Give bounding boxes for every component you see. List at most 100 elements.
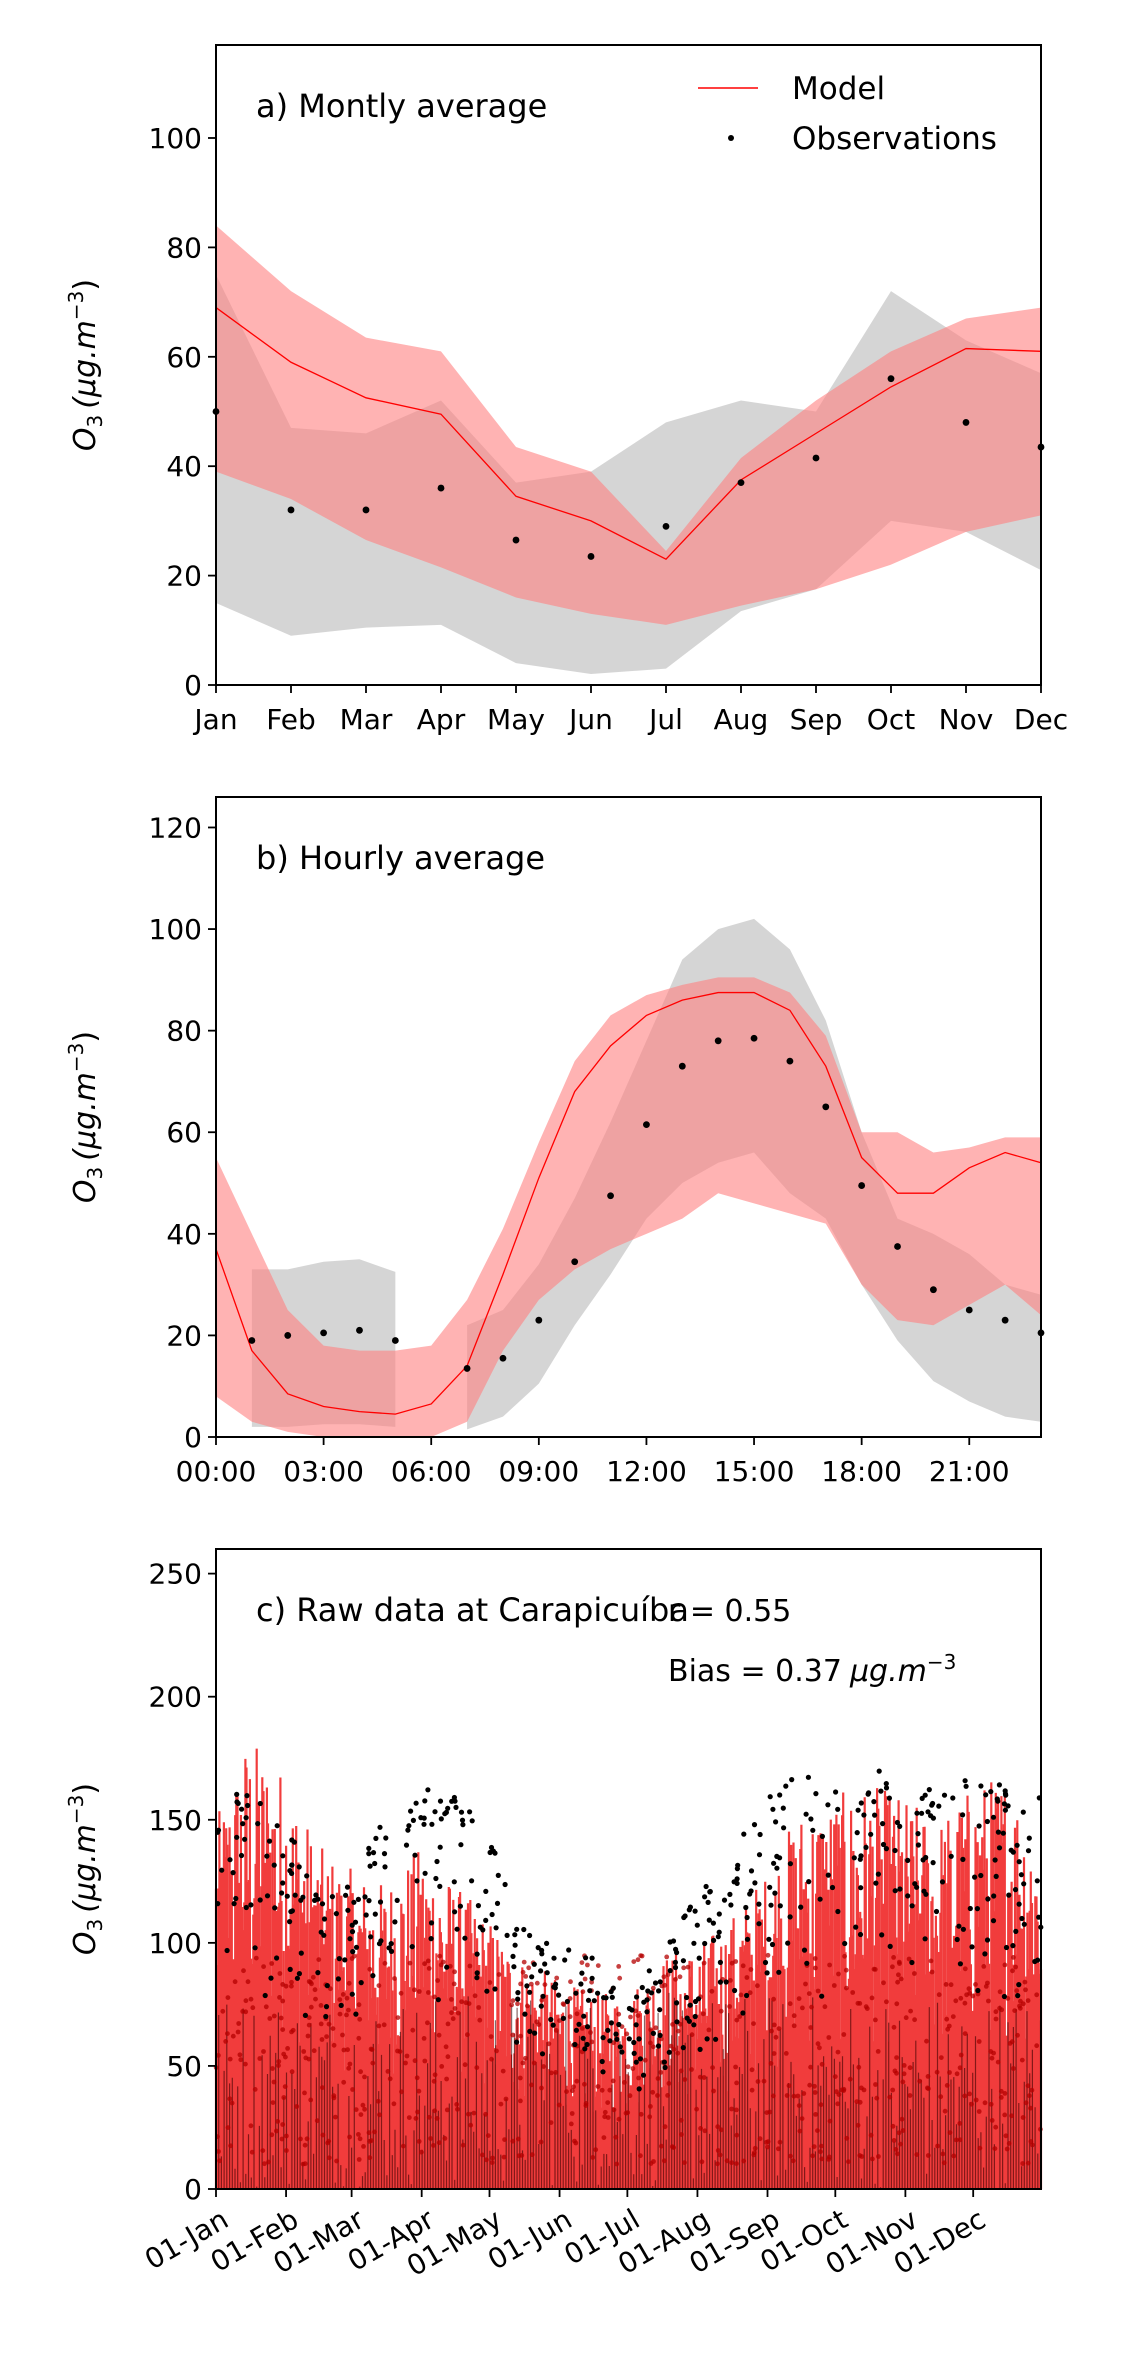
observation-point bbox=[808, 1816, 814, 1822]
observation-point bbox=[587, 1988, 593, 1994]
model-point bbox=[520, 2060, 526, 2066]
model-point bbox=[416, 2139, 422, 2144]
observation-point bbox=[231, 1901, 237, 1907]
model-point bbox=[249, 2149, 255, 2155]
observation-point bbox=[990, 1918, 997, 1924]
model-point bbox=[271, 2079, 277, 2085]
observation-point bbox=[703, 1883, 709, 1890]
observation-point bbox=[386, 1945, 392, 1951]
observation-point bbox=[825, 1802, 831, 1808]
observation-point bbox=[774, 1865, 780, 1871]
model-point bbox=[403, 2060, 408, 2066]
legend-observations-swatch bbox=[728, 135, 734, 141]
model-point bbox=[729, 2106, 734, 2112]
observation-point bbox=[539, 2051, 546, 2057]
observation-point bbox=[991, 1893, 997, 1899]
model-point bbox=[648, 2040, 653, 2046]
observation-point bbox=[905, 1893, 911, 1899]
model-point bbox=[655, 2076, 661, 2081]
observation-point bbox=[257, 1897, 263, 1903]
model-point bbox=[436, 2032, 442, 2038]
model-point bbox=[896, 1972, 901, 1978]
observation-point bbox=[280, 1880, 286, 1886]
observation-point bbox=[777, 1903, 783, 1909]
model-point bbox=[765, 1952, 771, 1958]
observation-point bbox=[732, 1987, 738, 1994]
model-point bbox=[438, 1962, 444, 1968]
observation-point bbox=[580, 2035, 586, 2041]
observation-point bbox=[634, 1994, 640, 2000]
observation-point bbox=[392, 1919, 398, 1925]
observation-point bbox=[766, 1936, 772, 1942]
panel-b-ytick-label: 80 bbox=[166, 1015, 202, 1048]
observation-point bbox=[922, 1936, 928, 1942]
model-point bbox=[997, 1989, 1003, 1995]
model-point bbox=[1003, 2133, 1009, 2139]
model-point bbox=[489, 2160, 495, 2166]
model-point bbox=[822, 2004, 828, 2010]
model-point bbox=[442, 2136, 448, 2141]
model-point bbox=[1002, 2091, 1008, 2096]
model-point bbox=[671, 2145, 676, 2151]
panel-c-axes-frame bbox=[215, 1548, 1042, 2190]
observation-point bbox=[853, 1924, 859, 1930]
observation-point bbox=[858, 1853, 864, 1859]
observation-point bbox=[527, 2028, 533, 2034]
model-point bbox=[450, 2016, 456, 2022]
observation-point bbox=[291, 1839, 297, 1845]
model-point bbox=[518, 1981, 523, 1987]
observation-point bbox=[1026, 1835, 1032, 1841]
observation-point bbox=[636, 2086, 642, 2092]
model-point bbox=[943, 1982, 949, 1987]
model-point bbox=[948, 1982, 954, 1988]
model-point bbox=[826, 2154, 832, 2160]
model-point bbox=[995, 2059, 1001, 2065]
observation-point bbox=[1016, 1901, 1022, 1907]
observation-point bbox=[741, 1831, 747, 1837]
model-point bbox=[951, 2153, 957, 2159]
observation-point bbox=[219, 1867, 225, 1873]
observation-point bbox=[879, 1932, 885, 1938]
model-point bbox=[400, 2143, 406, 2149]
observation-point bbox=[353, 2011, 359, 2017]
observation-point bbox=[548, 2016, 554, 2023]
observation-point bbox=[643, 1121, 650, 1129]
model-point bbox=[1029, 2087, 1035, 2093]
observation-point bbox=[268, 1975, 274, 1981]
model-point bbox=[755, 2079, 761, 2084]
model-point bbox=[895, 1979, 900, 1985]
panel-b-observation-points bbox=[248, 1034, 1045, 1372]
observation-point bbox=[871, 1799, 877, 1805]
observation-point bbox=[822, 1103, 830, 1111]
observation-point bbox=[939, 1879, 946, 1885]
model-point bbox=[744, 1975, 750, 1980]
model-point bbox=[796, 2103, 802, 2109]
observation-point bbox=[413, 1800, 419, 1806]
observation-point bbox=[319, 1901, 326, 1907]
observation-point bbox=[655, 2043, 662, 2049]
observation-point bbox=[280, 1853, 286, 1859]
model-point bbox=[786, 2083, 792, 2089]
observation-point bbox=[1016, 1982, 1022, 1988]
model-point bbox=[370, 2060, 376, 2066]
observation-point bbox=[377, 1899, 384, 1905]
observation-point bbox=[227, 1857, 233, 1863]
model-point bbox=[954, 2071, 960, 2077]
observation-point bbox=[1006, 1892, 1012, 1898]
model-point bbox=[906, 1956, 912, 1962]
model-point bbox=[1013, 1964, 1018, 1970]
observation-point bbox=[990, 1814, 997, 1820]
observation-point bbox=[876, 1768, 882, 1774]
observation-point bbox=[1019, 1915, 1025, 1922]
panel-b-xtick-label: 09:00 bbox=[498, 1455, 579, 1488]
model-point bbox=[269, 2132, 275, 2138]
observation-point bbox=[868, 1831, 874, 1837]
model-point bbox=[819, 2143, 824, 2149]
observation-point bbox=[264, 1893, 271, 1899]
model-point bbox=[316, 1957, 322, 1962]
model-point bbox=[988, 2049, 994, 2054]
observation-point bbox=[684, 1994, 690, 2001]
model-point bbox=[967, 2091, 972, 2097]
observation-point bbox=[661, 2059, 668, 2065]
observation-point bbox=[776, 1969, 782, 1975]
